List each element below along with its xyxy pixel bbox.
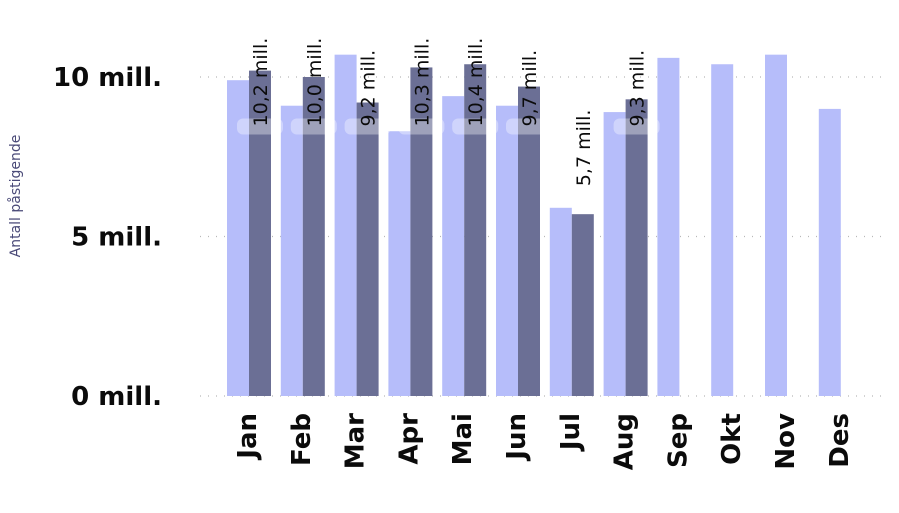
y-axis-label: Antall påstigende	[7, 135, 24, 258]
x-tick-label: Des	[825, 413, 855, 468]
bar-dark	[518, 86, 540, 396]
data-labels: 10,2 mill. 10,0 mill. 9,2 mill. 10,3 mill. 1…	[237, 38, 660, 186]
y-tick-label: 10 mill.	[53, 63, 162, 93]
x-tick-label: Jun	[502, 413, 532, 462]
x-tick-label: Nov	[771, 413, 801, 470]
bar-light	[442, 96, 465, 396]
x-tick-label: Aug	[610, 413, 640, 470]
x-tick-label: Jul	[556, 413, 586, 452]
y-tick-label: 5 mill.	[71, 223, 162, 253]
data-label: 10,3 mill.	[411, 38, 433, 127]
bar-light	[765, 54, 787, 397]
x-tick-label: Mai	[448, 413, 478, 465]
bar-dark	[571, 214, 594, 396]
data-label-background	[344, 118, 391, 135]
data-label-background	[452, 118, 499, 135]
data-label-background	[290, 118, 337, 135]
bar-light	[818, 108, 841, 397]
x-tick-label: Mar	[341, 413, 371, 469]
data-label: 9,7 mill.	[519, 50, 541, 127]
bar-light	[334, 54, 357, 397]
bar-dark	[356, 102, 379, 397]
bar-light	[227, 80, 249, 396]
data-label-background	[613, 118, 660, 135]
bar-light	[549, 207, 572, 396]
bar-dark	[464, 64, 487, 397]
data-label: 10,2 mill.	[250, 38, 272, 127]
y-tick-label: 0 mill.	[71, 382, 162, 412]
bar-light	[280, 105, 303, 397]
bar-light	[657, 57, 680, 397]
bar-dark	[249, 70, 271, 397]
data-label: 5,7 mill.	[573, 110, 595, 187]
data-label-background	[506, 118, 552, 135]
bar-light	[711, 64, 734, 397]
bar-dark	[410, 67, 433, 397]
data-label-background	[237, 118, 283, 135]
bar-light	[603, 112, 626, 396]
data-label: 9,2 mill.	[358, 50, 380, 127]
data-label: 10,0 mill.	[304, 38, 326, 127]
y-axis-ticks: 0 mill. 5 mill. 10 mill.	[53, 63, 162, 412]
bar-dark	[625, 99, 648, 396]
bar-light	[496, 105, 518, 397]
bar-dark	[302, 77, 325, 396]
x-tick-label: Sep	[663, 413, 693, 468]
bar-light	[388, 131, 411, 397]
x-tick-label: Jan	[233, 413, 263, 461]
bars	[227, 54, 841, 397]
data-label-background	[398, 118, 445, 135]
x-tick-label: Feb	[287, 413, 317, 466]
data-label: 10,4 mill.	[465, 38, 487, 127]
data-label: 9,3 mill.	[627, 50, 649, 127]
x-tick-label: Okt	[717, 413, 747, 465]
x-tick-label: Apr	[394, 413, 424, 465]
x-axis-ticks: Jan Feb Mar Apr Mai Jun Jul Aug Sep Okt Nov Des	[233, 413, 855, 470]
